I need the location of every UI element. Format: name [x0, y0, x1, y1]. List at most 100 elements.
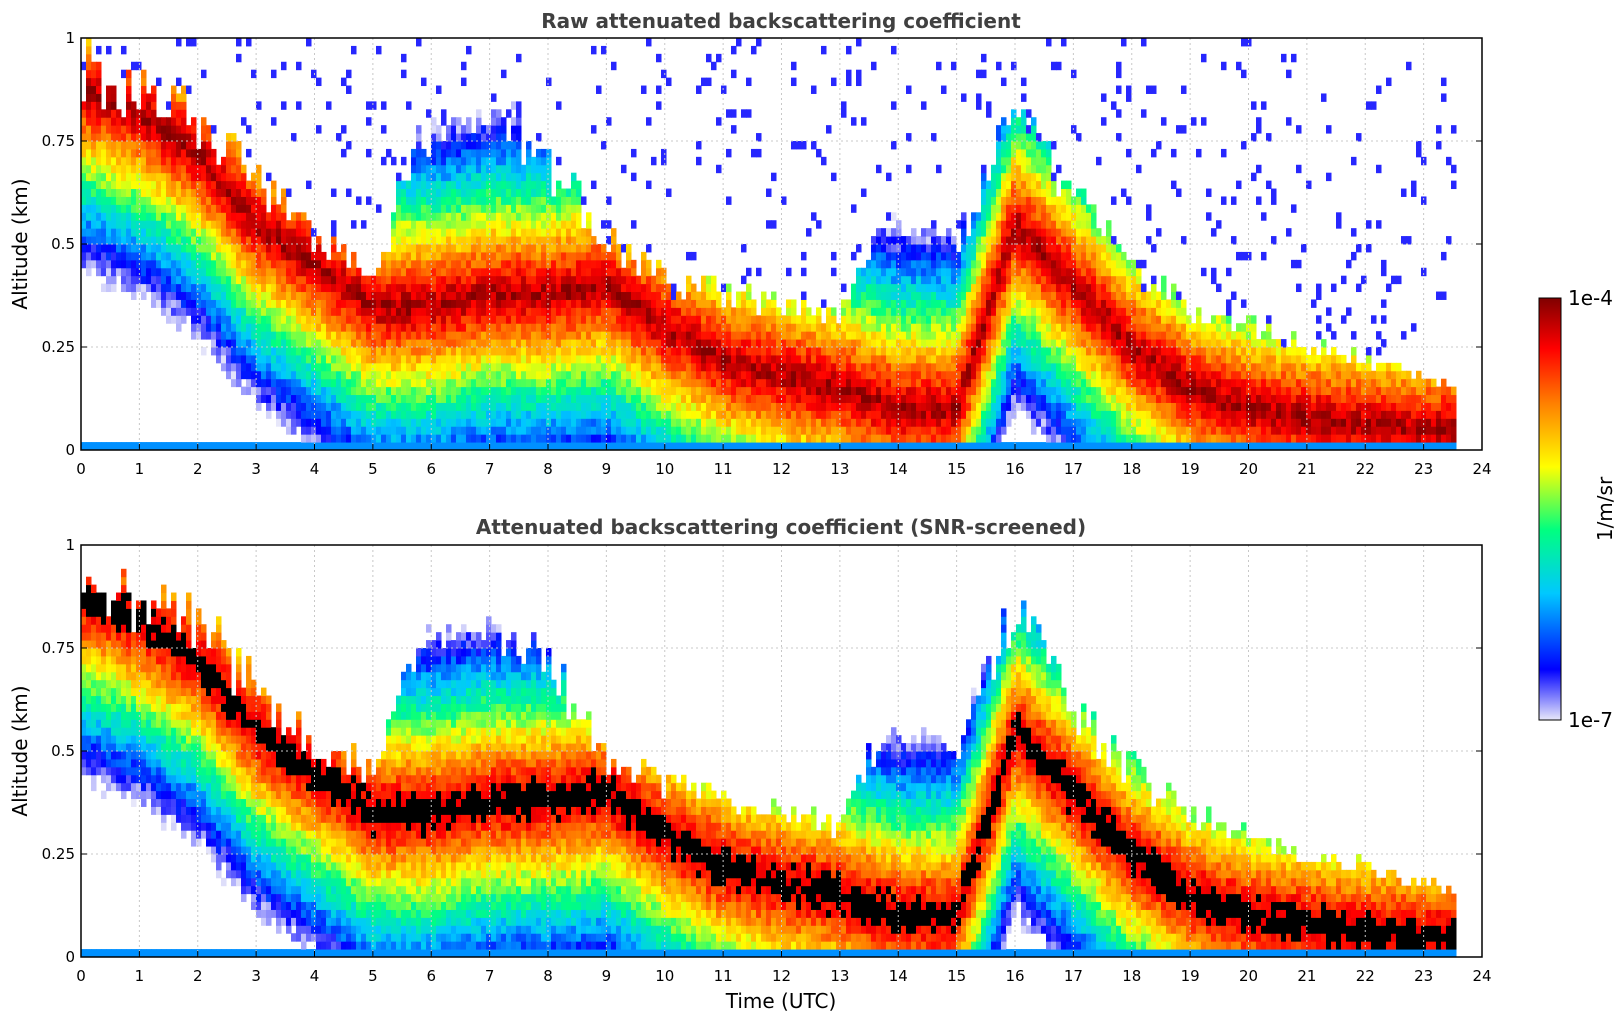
heatmap-cell — [816, 347, 822, 356]
heatmap-cell — [726, 339, 732, 348]
heatmap-cell — [926, 251, 932, 261]
heatmap-cell — [891, 394, 897, 403]
heatmap-cell — [426, 164, 432, 174]
heatmap-cell — [876, 236, 882, 245]
heatmap-cell — [461, 347, 467, 356]
heatmap-cell — [346, 299, 352, 308]
heatmap-cell — [121, 204, 127, 213]
heatmap-cell — [531, 228, 537, 237]
heatmap-cell — [586, 315, 592, 324]
heatmap-cell — [86, 69, 92, 79]
heatmap-cell — [876, 259, 882, 269]
heatmap-cell — [161, 117, 167, 126]
heatmap-cell — [786, 267, 792, 277]
heatmap-cell — [556, 283, 562, 293]
heatmap-cell — [746, 410, 752, 419]
heatmap-cell — [391, 275, 397, 285]
heatmap-cell — [861, 347, 867, 356]
heatmap-cell — [441, 180, 447, 190]
heatmap-cell — [601, 299, 607, 308]
heatmap-cell — [351, 251, 357, 261]
heatmap-cell — [346, 418, 352, 427]
heatmap-cell — [536, 259, 542, 269]
heatmap-cell — [246, 291, 252, 300]
heatmap-cell — [356, 394, 362, 403]
heatmap-cell — [811, 386, 817, 396]
heatmap-cell — [306, 418, 312, 427]
heatmap-cell — [261, 299, 267, 308]
heatmap-cell — [486, 212, 492, 221]
heatmap-cell — [496, 426, 502, 435]
heatmap-cell — [326, 323, 332, 332]
heatmap-cell — [731, 402, 737, 411]
heatmap-cell — [671, 394, 677, 403]
heatmap-cell — [301, 434, 307, 443]
heatmap-cell — [731, 307, 737, 316]
heatmap-cell — [771, 339, 777, 348]
heatmap-cell — [106, 442, 112, 450]
heatmap-cell — [466, 188, 472, 197]
heatmap-cell — [921, 323, 927, 332]
heatmap-cell — [491, 370, 497, 380]
heatmap-cell — [256, 307, 262, 316]
heatmap-cell — [586, 370, 592, 380]
heatmap-cell — [726, 442, 732, 450]
heatmap-cell — [331, 283, 337, 293]
heatmap-cell — [931, 410, 937, 419]
heatmap-cell — [211, 339, 217, 348]
heatmap-cell — [901, 378, 907, 388]
heatmap-cell — [736, 426, 742, 435]
heatmap-cell — [231, 220, 237, 229]
heatmap-cell — [706, 307, 712, 316]
heatmap-cell — [621, 275, 627, 285]
heatmap-cell — [201, 188, 207, 197]
heatmap-cell — [426, 267, 432, 277]
heatmap-cell — [216, 164, 222, 174]
heatmap-cell — [576, 259, 582, 269]
heatmap-cell — [596, 275, 602, 285]
heatmap-cell — [521, 188, 527, 197]
heatmap-cell — [556, 291, 562, 300]
heatmap-cell — [341, 283, 347, 293]
heatmap-cell — [186, 212, 192, 221]
heatmap-cell — [216, 251, 222, 261]
heatmap-cell — [161, 251, 167, 261]
heatmap-cell — [491, 315, 497, 324]
heatmap-cell — [156, 442, 162, 450]
heatmap-cell — [766, 434, 772, 443]
heatmap-cell — [521, 331, 527, 340]
heatmap-cell — [716, 370, 722, 380]
heatmap-cell — [536, 442, 542, 450]
heatmap-cell — [871, 307, 877, 316]
heatmap-cell — [641, 402, 647, 411]
heatmap-cell — [216, 204, 222, 213]
heatmap-cell — [141, 251, 147, 261]
heatmap-cell — [866, 259, 872, 269]
heatmap-cell — [481, 267, 487, 277]
heatmap-cell — [311, 362, 317, 372]
heatmap-cell — [696, 354, 702, 364]
heatmap-cell — [406, 434, 412, 443]
heatmap-cell — [866, 323, 872, 332]
heatmap-cell — [276, 362, 282, 372]
heatmap-cell — [686, 410, 692, 419]
heatmap-cell — [701, 331, 707, 340]
heatmap-cell — [371, 354, 377, 364]
heatmap-cell — [606, 236, 612, 245]
heatmap-cell — [246, 259, 252, 269]
heatmap-cell — [221, 291, 227, 300]
heatmap-cell — [416, 196, 422, 205]
heatmap-cell — [196, 172, 202, 182]
heatmap-cell — [726, 394, 732, 403]
heatmap-cell — [421, 275, 427, 285]
heatmap-cell — [551, 331, 557, 340]
heatmap-cell — [416, 378, 422, 388]
heatmap-cell — [486, 394, 492, 403]
heatmap-cell — [606, 426, 612, 435]
heatmap-cell — [176, 204, 182, 213]
heatmap-cell — [391, 220, 397, 229]
heatmap-cell — [941, 307, 947, 316]
heatmap-cell — [366, 378, 372, 388]
heatmap-cell — [771, 299, 777, 308]
heatmap-cell — [116, 196, 122, 205]
